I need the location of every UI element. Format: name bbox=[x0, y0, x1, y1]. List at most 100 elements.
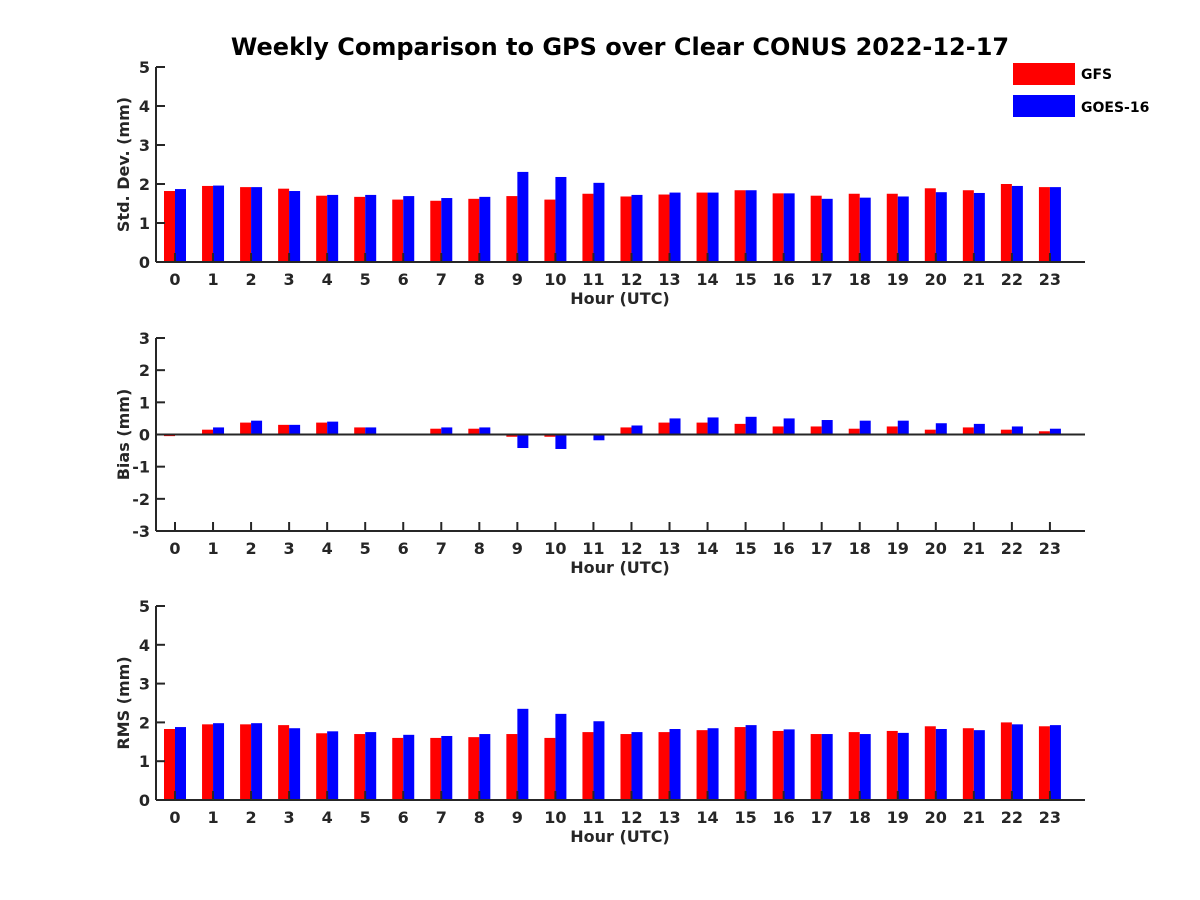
rms-bar-goes16-22 bbox=[1011, 724, 1023, 800]
bias-xtick-label: 5 bbox=[360, 539, 371, 558]
bias-xtick-label: 19 bbox=[887, 539, 909, 558]
std-dev-bar-goes16-11 bbox=[593, 182, 605, 262]
bias-bar-goes16-13 bbox=[669, 418, 681, 435]
bias-bar-goes16-8 bbox=[479, 427, 491, 435]
bias-xtick-label: 0 bbox=[169, 539, 180, 558]
std-dev-bar-goes16-21 bbox=[973, 192, 985, 262]
bias-xtick-label: 10 bbox=[544, 539, 566, 558]
std-dev-bar-goes16-7 bbox=[441, 198, 453, 262]
bias-bar-goes16-1 bbox=[213, 427, 225, 435]
rms-xtick-label: 4 bbox=[322, 808, 333, 827]
std-dev-bar-goes16-14 bbox=[707, 192, 719, 262]
std-dev-bar-goes16-10 bbox=[555, 176, 567, 262]
bias-bar-gfs-3 bbox=[278, 424, 290, 435]
std-dev-bar-gfs-12 bbox=[620, 196, 632, 262]
rms-xtick-label: 6 bbox=[398, 808, 409, 827]
rms-bar-gfs-12 bbox=[620, 734, 632, 800]
rms-bar-goes16-15 bbox=[745, 725, 757, 800]
std-dev-xlabel: Hour (UTC) bbox=[570, 289, 670, 308]
bias-bar-goes16-4 bbox=[327, 421, 339, 435]
std-dev-bar-goes16-23 bbox=[1049, 187, 1061, 262]
bias-xtick-label: 20 bbox=[925, 539, 947, 558]
bias-bar-gfs-9 bbox=[506, 434, 518, 437]
rms-bar-gfs-18 bbox=[848, 732, 860, 800]
rms-bar-goes16-5 bbox=[365, 732, 377, 800]
std-dev-bar-gfs-9 bbox=[506, 196, 518, 262]
bias-xtick-label: 14 bbox=[696, 539, 718, 558]
std-dev-bar-gfs-23 bbox=[1038, 187, 1050, 262]
rms-xtick-label: 2 bbox=[246, 808, 257, 827]
bias-xtick-label: 17 bbox=[811, 539, 833, 558]
rms-bar-gfs-1 bbox=[202, 724, 214, 800]
rms-bar-goes16-16 bbox=[783, 729, 795, 800]
rms-ytick-label: 3 bbox=[139, 675, 150, 694]
std-dev-bar-goes16-8 bbox=[479, 196, 491, 262]
bias-ytick-label: -1 bbox=[132, 458, 150, 477]
bias-bar-gfs-5 bbox=[354, 427, 366, 435]
std-dev-bar-goes16-20 bbox=[935, 192, 947, 262]
bias-bar-goes16-16 bbox=[783, 418, 795, 435]
bias-ytick-label: 3 bbox=[139, 329, 150, 348]
bias-bar-gfs-15 bbox=[734, 423, 746, 435]
rms-xtick-label: 22 bbox=[1001, 808, 1023, 827]
rms-bar-goes16-17 bbox=[821, 734, 833, 800]
rms-bar-goes16-3 bbox=[289, 728, 301, 800]
legend-label-goes16: GOES-16 bbox=[1081, 100, 1149, 116]
std-dev-bar-gfs-17 bbox=[810, 195, 822, 262]
rms-bar-gfs-11 bbox=[582, 732, 594, 800]
std-dev-bar-gfs-20 bbox=[924, 188, 936, 262]
std-dev-xtick-label: 5 bbox=[360, 270, 371, 289]
bias-bar-goes16-23 bbox=[1049, 428, 1061, 435]
std-dev-bar-goes16-3 bbox=[289, 191, 301, 262]
bias-bar-goes16-20 bbox=[935, 423, 947, 435]
bias-bar-gfs-12 bbox=[620, 427, 632, 435]
bias-bar-gfs-18 bbox=[848, 428, 860, 435]
bias-bar-goes16-5 bbox=[365, 427, 377, 435]
bias-bar-gfs-2 bbox=[240, 422, 252, 435]
std-dev-bar-gfs-2 bbox=[240, 187, 252, 262]
bias-xtick-label: 18 bbox=[849, 539, 871, 558]
bias-ytick-label: 0 bbox=[139, 426, 150, 445]
bias-xtick-label: 21 bbox=[963, 539, 985, 558]
bias-xtick-label: 7 bbox=[436, 539, 447, 558]
rms-bar-goes16-8 bbox=[479, 734, 491, 800]
rms-xtick-label: 3 bbox=[284, 808, 295, 827]
std-dev-xtick-label: 3 bbox=[284, 270, 295, 289]
rms-bar-gfs-6 bbox=[392, 737, 404, 800]
bias-ytick-label: -3 bbox=[132, 522, 150, 541]
std-dev-bar-gfs-8 bbox=[468, 198, 480, 262]
bias-xtick-label: 16 bbox=[773, 539, 795, 558]
legend: GFS GOES-16 bbox=[1013, 63, 1149, 117]
rms-bar-gfs-20 bbox=[924, 726, 936, 800]
std-dev-xtick-label: 21 bbox=[963, 270, 985, 289]
chart-title: Weekly Comparison to GPS over Clear CONU… bbox=[231, 33, 1009, 61]
rms-bar-gfs-15 bbox=[734, 727, 746, 800]
std-dev-xtick-label: 18 bbox=[849, 270, 871, 289]
rms-bar-gfs-19 bbox=[886, 730, 898, 800]
rms-bar-goes16-19 bbox=[897, 732, 909, 800]
std-dev-ytick-label: 2 bbox=[139, 175, 150, 194]
std-dev-xtick-label: 22 bbox=[1001, 270, 1023, 289]
bias-xtick-label: 12 bbox=[620, 539, 642, 558]
rms-xtick-label: 17 bbox=[811, 808, 833, 827]
bias-bar-gfs-10 bbox=[544, 434, 556, 437]
std-dev-xtick-label: 23 bbox=[1039, 270, 1061, 289]
bias-bar-gfs-8 bbox=[468, 428, 480, 435]
rms-xtick-label: 15 bbox=[734, 808, 756, 827]
bias-xtick-label: 4 bbox=[322, 539, 333, 558]
std-dev-bar-gfs-14 bbox=[696, 192, 708, 262]
std-dev-xtick-label: 11 bbox=[582, 270, 604, 289]
rms-bar-gfs-5 bbox=[354, 734, 366, 800]
bias-ylabel: Bias (mm) bbox=[114, 389, 133, 481]
std-dev-xtick-label: 0 bbox=[169, 270, 180, 289]
std-dev-bar-goes16-12 bbox=[631, 194, 643, 262]
rms-ytick-label: 5 bbox=[139, 597, 150, 616]
rms-ytick-label: 0 bbox=[139, 791, 150, 810]
bias-xtick-label: 1 bbox=[207, 539, 218, 558]
rms-bar-gfs-10 bbox=[544, 737, 556, 800]
rms-bar-goes16-23 bbox=[1049, 725, 1061, 800]
bias-bar-goes16-2 bbox=[251, 420, 263, 435]
rms-bar-goes16-4 bbox=[327, 731, 339, 800]
std-dev-xtick-label: 16 bbox=[773, 270, 795, 289]
